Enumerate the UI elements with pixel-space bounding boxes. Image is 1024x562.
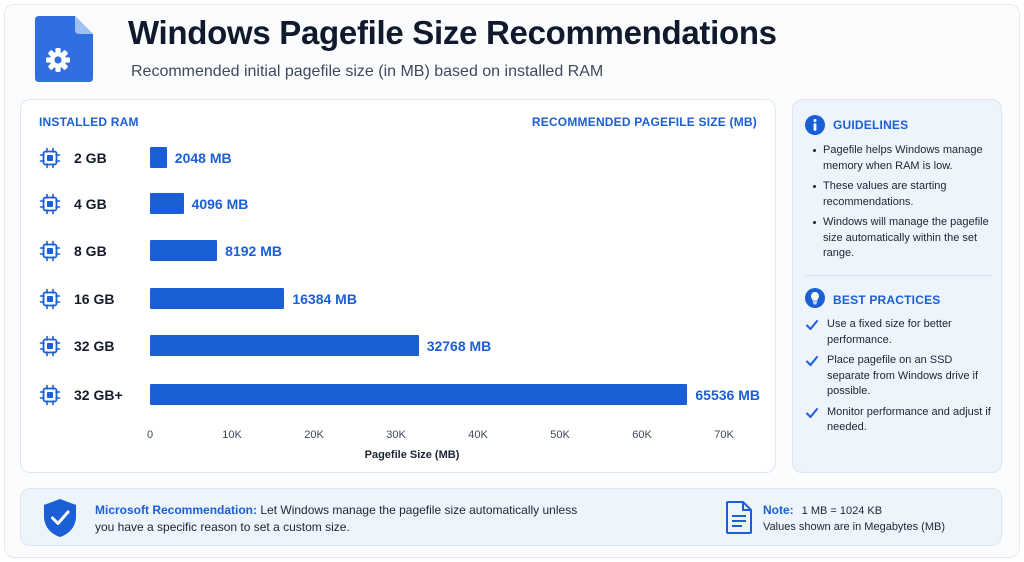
pagefile-bar [150, 384, 688, 405]
bar-value-label: 2048 MB [174, 150, 232, 166]
pagefile-bar [150, 193, 184, 214]
page-title: Windows Pagefile Size Recommendations [128, 14, 777, 51]
bar-row: 32 GB+ 65536 MB [21, 383, 777, 407]
ram-category-label: 16 GB [74, 291, 115, 307]
memory-chip-icon [39, 384, 61, 406]
x-tick-label: 30K [386, 429, 406, 441]
info-icon [805, 115, 825, 135]
guidelines-list: Pagefile helps Windows manage memory whe… [807, 143, 993, 267]
bar-row: 4 GB 4096 MB [21, 192, 777, 216]
bar-value-label: 32768 MB [426, 338, 492, 354]
note-subtext: Values shown are in Megabytes (MB) [763, 521, 945, 533]
bar-row: 2 GB 2048 MB [21, 146, 777, 170]
checkmark-icon [806, 320, 818, 330]
pagefile-bar [150, 335, 419, 356]
memory-chip-icon [39, 335, 61, 357]
ram-category-label: 32 GB [74, 338, 115, 354]
recommendation-text: Microsoft Recommendation: Let Windows ma… [95, 502, 585, 536]
best-practices-title: BEST PRACTICES [833, 293, 941, 307]
document-icon [726, 501, 752, 534]
best-practice-text: Monitor performance and adjust if needed… [827, 405, 991, 434]
installed-ram-header: INSTALLED RAM [39, 115, 139, 129]
guideline-item: Pagefile helps Windows manage memory whe… [807, 143, 993, 174]
divider [805, 275, 991, 276]
ram-category-label: 32 GB+ [74, 387, 123, 403]
x-tick-label: 70K [714, 429, 734, 441]
bar-value-label: 8192 MB [225, 243, 282, 259]
guideline-item: Windows will manage the pagefile size au… [807, 215, 993, 262]
x-tick-label: 0 [146, 429, 154, 441]
bar-row: 16 GB 16384 MB [21, 287, 777, 311]
note-title: Note: [763, 503, 794, 517]
best-practice-text: Use a fixed size for better performance. [827, 318, 952, 346]
memory-chip-icon [39, 240, 61, 262]
x-tick-label: 10K [222, 429, 242, 441]
x-tick-label: 60K [632, 429, 652, 441]
pagefile-size-header: RECOMMENDED PAGEFILE SIZE (MB) [531, 115, 757, 129]
ram-category-label: 8 GB [74, 243, 107, 259]
recommendation-title: Microsoft Recommendation: [95, 503, 258, 517]
guidelines-title: GUIDELINES [833, 118, 909, 132]
shield-check-icon [44, 499, 76, 537]
pagefile-bar [150, 240, 218, 261]
guideline-item: These values are starting recommendation… [807, 179, 993, 210]
x-tick-label: 40K [468, 429, 488, 441]
note-line: Note: 1 MB = 1024 KB [763, 503, 882, 517]
memory-chip-icon [39, 147, 61, 169]
bar-value-label: 4096 MB [191, 196, 249, 212]
memory-chip-icon [39, 193, 61, 215]
recommendation-footer: Microsoft Recommendation: Let Windows ma… [20, 488, 1002, 546]
ram-category-label: 2 GB [74, 150, 107, 166]
x-axis-label: Pagefile Size (MB) [364, 449, 460, 461]
note-text: 1 MB = 1024 KB [801, 505, 883, 517]
checkmark-icon [806, 356, 818, 366]
ram-category-label: 4 GB [74, 196, 107, 212]
x-tick-label: 20K [304, 429, 324, 441]
best-practices-list: Use a fixed size for better performance.… [805, 317, 995, 441]
best-practice-item: Use a fixed size for better performance. [805, 317, 995, 348]
bar-row: 8 GB 8192 MB [21, 239, 777, 263]
info-panel: GUIDELINES Pagefile helps Windows manage… [792, 99, 1002, 473]
best-practice-item: Place pagefile on an SSD separate from W… [805, 353, 995, 400]
chart-panel: INSTALLED RAM RECOMMENDED PAGEFILE SIZE … [20, 99, 776, 473]
page-subtitle: Recommended initial pagefile size (in MB… [131, 63, 604, 80]
pagefile-bar [150, 288, 285, 309]
lightbulb-icon [805, 288, 825, 308]
x-tick-label: 50K [550, 429, 570, 441]
memory-chip-icon [39, 288, 61, 310]
best-practice-item: Monitor performance and adjust if needed… [805, 405, 995, 436]
pagefile-bar [150, 147, 167, 168]
best-practice-text: Place pagefile on an SSD separate from W… [827, 354, 978, 397]
checkmark-icon [806, 407, 818, 418]
document-gear-icon [35, 16, 93, 82]
bar-value-label: 65536 MB [695, 387, 760, 403]
recommendation-body: Let Windows manage the pagefile size aut… [95, 503, 578, 534]
bar-value-label: 16384 MB [292, 291, 357, 307]
bar-row: 32 GB 32768 MB [21, 334, 777, 358]
